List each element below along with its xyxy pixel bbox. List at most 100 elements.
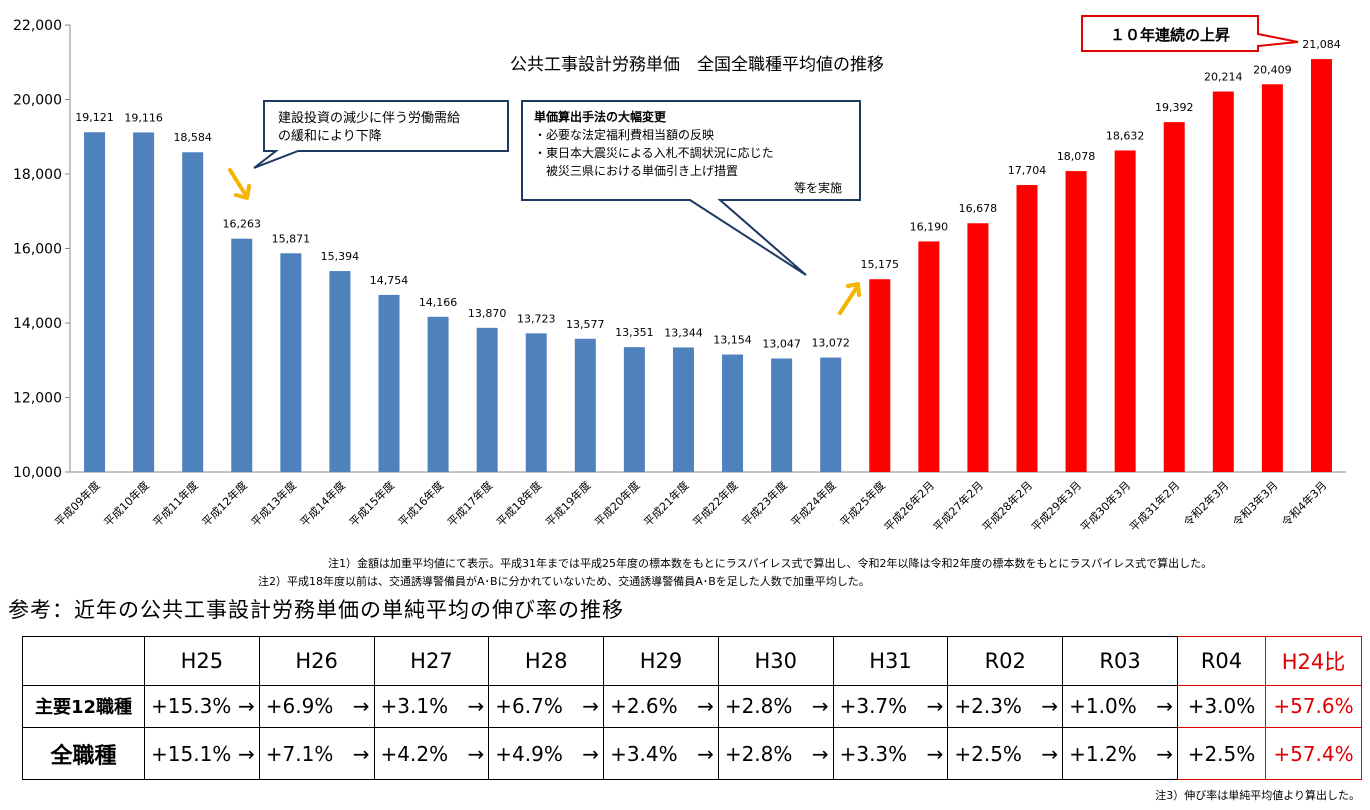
x-tick-label: 平成14年度 (297, 478, 348, 529)
growth-cell: +7.1% → (258, 727, 375, 780)
header-cell: R02 (947, 636, 1064, 686)
y-tick-label: 10,000 (13, 465, 62, 481)
bar (918, 241, 940, 472)
header-cell: H29 (603, 636, 719, 686)
reference-title: 参考：近年の公共工事設計労務単価の単純平均の伸び率の推移 (8, 598, 624, 622)
bar (672, 347, 694, 472)
growth-value: +1.2% (1069, 741, 1137, 766)
growth-value: +4.2% (380, 741, 449, 766)
growth-cell: +1.0% → (1062, 684, 1178, 729)
arrow-icon: → (697, 741, 714, 766)
growth-cell: +3.7% → (832, 684, 949, 729)
bar (1310, 59, 1332, 472)
bar-value-label: 18,584 (173, 131, 212, 144)
growth-table-row-all: 全職種 +15.1% → +7.1% → +4.2% → +4.9% → +3.4% → +2.8% →… (22, 727, 1362, 780)
bar-value-label: 13,344 (664, 326, 703, 339)
bar (1114, 150, 1136, 472)
x-tick-label: 平成25年度 (837, 478, 888, 529)
bar (623, 347, 645, 472)
growth-cell: +2.8% → (717, 727, 834, 780)
bar-value-label: 14,754 (370, 274, 409, 287)
growth-cell: +4.9% → (488, 727, 605, 780)
bar-value-label: 20,214 (1204, 71, 1243, 84)
growth-cell: +6.9% → (258, 684, 375, 729)
x-tick-label: 令和3年3月 (1230, 478, 1281, 529)
bar-value-label: 19,392 (1155, 101, 1194, 114)
arrow-icon: → (467, 741, 485, 766)
growth-value: +3.1% (380, 694, 449, 719)
x-tick-label: 平成13年度 (248, 478, 299, 529)
y-tick-label: 14,000 (13, 316, 62, 332)
bar-value-label: 13,351 (615, 326, 654, 339)
rise-callout-text: １０年連続の上昇 (1110, 26, 1230, 44)
bar-value-label: 15,175 (861, 258, 900, 271)
bar (378, 294, 400, 472)
x-tick-label: 平成27年2月 (930, 478, 986, 534)
bar-value-label: 13,870 (468, 307, 507, 320)
x-tick-label: 平成26年2月 (881, 478, 937, 534)
bar-value-label: 13,723 (517, 312, 556, 325)
growth-value: +2.8% (724, 694, 793, 719)
bar (476, 327, 498, 472)
x-tick-label: 平成24年度 (788, 478, 839, 529)
x-tick-label: 平成19年度 (543, 478, 594, 529)
arrow-icon: → (238, 741, 255, 766)
arrow-icon: → (811, 694, 829, 719)
bar (869, 279, 891, 472)
arrow-icon: → (1156, 741, 1173, 766)
growth-value: +15.1% (151, 741, 232, 766)
arrow-icon: → (582, 694, 600, 719)
bar-value-label: 16,190 (910, 220, 949, 233)
bar-value-label: 13,577 (566, 318, 605, 331)
bar (1212, 91, 1234, 472)
header-cell: H27 (373, 636, 490, 686)
arrow-icon: → (467, 694, 485, 719)
bar-value-label: 21,084 (1302, 38, 1341, 51)
bar (182, 152, 204, 472)
header-cell: H30 (717, 636, 834, 686)
bar-value-label: 13,047 (762, 337, 801, 350)
x-tick-label: 平成16年度 (395, 478, 446, 529)
decline-callout: 建設投資の減少に伴う労働需給 の緩和により下降 (253, 100, 509, 169)
bar (1163, 122, 1185, 472)
header-cell-h24-ratio: H24比 (1265, 636, 1362, 686)
growth-value: +2.5% (954, 741, 1022, 766)
method-callout-line-2: ・東日本大震災による入札不調状況に応じた (534, 145, 774, 160)
growth-cell: +2.8% → (717, 684, 834, 729)
growth-cell: +57.4% (1265, 727, 1362, 780)
bar (84, 132, 106, 473)
note-1: 注1）金額は加重平均値にて表示。平成31年までは平成25年度の標本数をもとにラス… (328, 557, 1213, 570)
bar-value-label: 20,409 (1253, 63, 1292, 76)
y-tick-label: 22,000 (13, 18, 62, 34)
x-tick-label: 平成31年2月 (1126, 478, 1182, 534)
x-tick-label: 平成23年度 (739, 478, 790, 529)
header-cell: H28 (488, 636, 605, 686)
decline-callout-line-1: 建設投資の減少に伴う労働需給 (278, 110, 460, 126)
growth-cell: +3.4% → (603, 727, 719, 780)
header-cell: H25 (144, 636, 260, 686)
growth-value: +15.3% (151, 694, 232, 719)
x-tick-label: 平成10年度 (101, 478, 152, 529)
bar-value-label: 16,678 (959, 202, 998, 215)
bar (133, 132, 155, 472)
y-tick-label: 16,000 (13, 242, 62, 258)
growth-value: +2.3% (954, 694, 1022, 719)
header-cell: H31 (832, 636, 949, 686)
x-tick-label: 平成12年度 (199, 478, 250, 529)
x-tick-label: 平成28年2月 (979, 478, 1035, 534)
header-corner (22, 636, 145, 686)
method-callout-title: 単価算出手法の大幅変更 (534, 109, 667, 124)
growth-value: +6.7% (495, 694, 563, 719)
bar (1261, 84, 1283, 473)
bar (1016, 185, 1038, 472)
x-tick-label: 平成09年度 (52, 478, 103, 529)
growth-table-header-row: H25 H26 H27 H28 H29 H30 H31 R02 R03 R04 … (22, 636, 1362, 686)
bar-value-label: 18,078 (1057, 150, 1096, 163)
arrow-icon: → (352, 741, 370, 766)
growth-rate-table: H25 H26 H27 H28 H29 H30 H31 R02 R03 R04 … (22, 636, 1362, 780)
note-2: 注2）平成18年度以前は、交通誘導警備員がA･Bに分かれていないため、交通誘導警… (258, 575, 870, 588)
method-callout-tail: 等を実施 (794, 180, 842, 195)
arrow-icon: → (352, 694, 370, 719)
x-tick-label: 令和2年3月 (1181, 478, 1232, 529)
arrow-icon: → (811, 741, 829, 766)
